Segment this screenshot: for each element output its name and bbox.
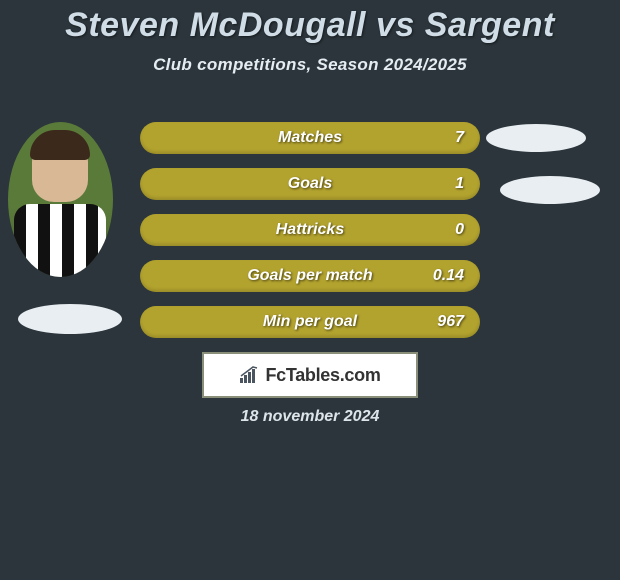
stat-value: 7: [455, 129, 464, 147]
brand-badge[interactable]: FcTables.com: [202, 352, 418, 398]
stat-value: 1: [455, 175, 464, 193]
player-photo-left: [8, 122, 113, 277]
stat-value: 967: [437, 313, 464, 331]
value-plate-right-1: [486, 124, 586, 152]
stats-card: Steven McDougall vs Sargent Club competi…: [0, 0, 620, 580]
stat-label: Min per goal: [263, 313, 357, 331]
brand-text: FcTables.com: [265, 365, 380, 386]
stat-label: Goals: [288, 175, 332, 193]
subtitle: Club competitions, Season 2024/2025: [0, 55, 620, 75]
stat-value: 0: [455, 221, 464, 239]
avatar-hair: [30, 130, 90, 160]
stat-label: Hattricks: [276, 221, 344, 239]
stats-bars: Matches 7 Goals 1 Hattricks 0 Goals per …: [140, 122, 480, 352]
chart-icon: [239, 366, 261, 384]
page-title: Steven McDougall vs Sargent: [0, 0, 620, 45]
player-name-plate-left: [18, 304, 122, 334]
stat-bar: Min per goal 967: [140, 306, 480, 338]
stat-value: 0.14: [433, 267, 464, 285]
stat-label: Goals per match: [247, 267, 372, 285]
footer-date: 18 november 2024: [0, 408, 620, 426]
stat-bar: Goals 1: [140, 168, 480, 200]
value-plate-right-2: [500, 176, 600, 204]
stat-label: Matches: [278, 129, 342, 147]
stat-bar: Matches 7: [140, 122, 480, 154]
stat-bar: Hattricks 0: [140, 214, 480, 246]
stat-bar: Goals per match 0.14: [140, 260, 480, 292]
